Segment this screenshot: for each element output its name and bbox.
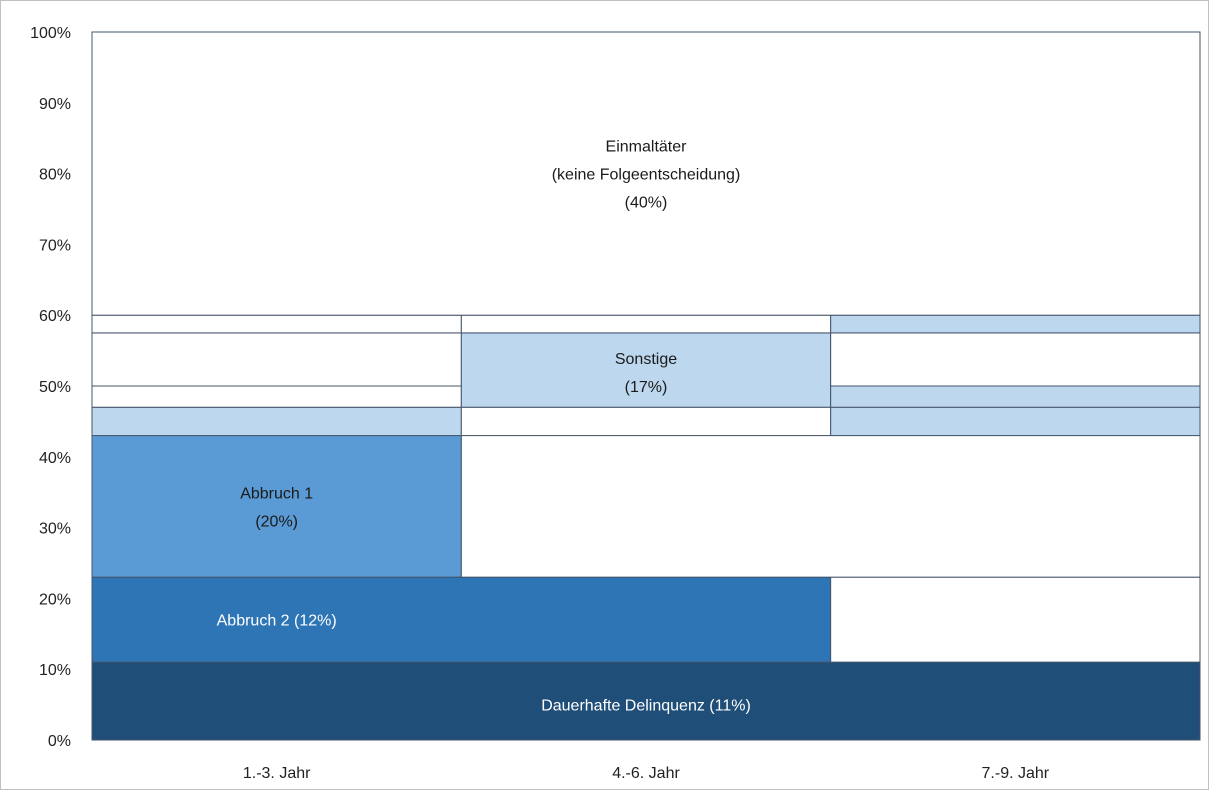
x-tick-label: 4.-6. Jahr [612,765,680,782]
data-label: (20%) [255,513,298,530]
segment-10 [460,332,832,408]
segment-0 [91,661,1201,741]
segment-15 [830,314,1201,334]
y-tick-label: 40% [39,450,71,467]
data-label: Dauerhafte Delinquenz (11%) [541,698,751,715]
y-tick-label: 0% [48,733,71,750]
segment-1 [91,576,832,663]
y-tick-label: 10% [39,662,71,679]
segment-4 [460,435,1201,578]
y-tick-label: 100% [30,25,71,42]
segment-3 [91,435,462,578]
y-tick-label: 70% [39,237,71,254]
x-tick-label: 7.-9. Jahr [982,765,1050,782]
data-label: Einmaltäter [606,139,688,156]
plot-frame [91,31,1201,741]
segment-labels: Einmaltäter (keine Folgeentscheidung) (40%… [217,139,751,715]
y-tick-label: 60% [39,308,71,325]
segments-group [91,31,1201,741]
segment-5 [91,406,462,437]
y-tick-label: 50% [39,379,71,396]
segment-11 [460,314,832,334]
data-label: (keine Folgeentscheidung) [552,167,741,184]
y-tick-label: 30% [39,521,71,538]
segment-9 [460,406,832,437]
x-tick-label: 1.-3. Jahr [243,765,311,782]
x-axis: 1.-3. Jahr 4.-6. Jahr 7.-9. Jahr [243,765,1050,782]
segment-12 [830,406,1201,437]
y-tick-label: 90% [39,96,71,113]
data-label: (40%) [625,195,668,212]
segment-14 [830,332,1201,387]
y-tick-label: 20% [39,591,71,608]
segment-16 [91,31,1201,316]
y-tick-label: 80% [39,167,71,184]
y-axis: 0% 10% 20% 30% 40% 50% 60% 70% 80% 90% 100% [30,25,71,750]
data-label: Abbruch 1 [240,485,313,502]
data-label: (17%) [625,379,668,396]
segment-7 [91,332,462,387]
data-label: Abbruch 2 (12%) [217,613,337,630]
segment-13 [830,385,1201,408]
segment-2 [830,576,1201,663]
segment-8 [91,314,462,334]
segment-6 [91,385,462,408]
data-label: Sonstige [615,351,677,368]
